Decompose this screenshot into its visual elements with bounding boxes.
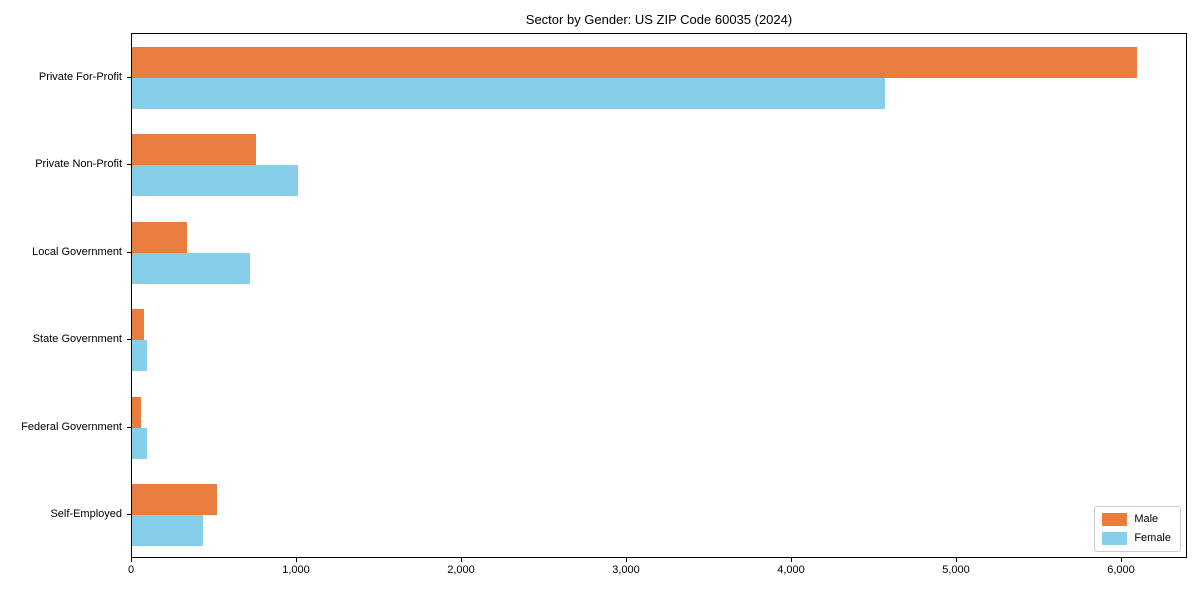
x-tick-mark bbox=[131, 558, 132, 562]
y-tick-label-private-non-profit: Private Non-Profit bbox=[35, 158, 122, 170]
legend-swatch-male bbox=[1102, 513, 1128, 526]
bar-male-local-government bbox=[132, 221, 188, 253]
x-tick-label-4-000: 4,000 bbox=[777, 564, 805, 576]
y-tick-label-self-employed: Self-Employed bbox=[50, 508, 122, 520]
bar-female-state-government bbox=[132, 340, 147, 372]
y-tick-mark bbox=[127, 427, 131, 428]
legend-label-female: Female bbox=[1134, 532, 1171, 544]
x-tick-label-3-000: 3,000 bbox=[612, 564, 640, 576]
bar-group-self-employed bbox=[132, 472, 1186, 560]
x-tick-mark bbox=[296, 558, 297, 562]
bar-female-private-non-profit bbox=[132, 165, 299, 197]
x-tick-label-5-000: 5,000 bbox=[942, 564, 970, 576]
bar-group-state-government bbox=[132, 297, 1186, 385]
y-tick-label-state-government: State Government bbox=[32, 333, 122, 345]
bar-male-private-non-profit bbox=[132, 134, 256, 166]
bar-group-local-government bbox=[132, 209, 1186, 297]
x-tick-mark bbox=[791, 558, 792, 562]
y-tick-label-federal-government: Federal Government bbox=[21, 421, 122, 433]
bar-male-private-for-profit bbox=[132, 46, 1137, 78]
bar-male-self-employed bbox=[132, 484, 217, 516]
x-tick-mark bbox=[956, 558, 957, 562]
x-tick-label-0: 0 bbox=[127, 564, 135, 576]
x-tick-label-6-000: 6,000 bbox=[1107, 564, 1135, 576]
bar-group-private-non-profit bbox=[132, 122, 1186, 210]
legend: Male Female bbox=[1094, 506, 1181, 552]
bar-female-federal-government bbox=[132, 427, 147, 459]
y-tick-mark bbox=[127, 339, 131, 340]
bar-group-private-for-profit bbox=[132, 34, 1186, 122]
y-tick-mark bbox=[127, 77, 131, 78]
y-tick-mark bbox=[127, 514, 131, 515]
bar-female-local-government bbox=[132, 252, 250, 284]
legend-swatch-female bbox=[1102, 532, 1128, 545]
legend-entry-female: Female bbox=[1102, 532, 1171, 545]
plot-area bbox=[131, 33, 1187, 558]
x-tick-label-2-000: 2,000 bbox=[447, 564, 475, 576]
legend-entry-male: Male bbox=[1102, 513, 1171, 526]
y-tick-mark bbox=[127, 252, 131, 253]
y-tick-mark bbox=[127, 164, 131, 165]
y-tick-label-local-government: Local Government bbox=[32, 246, 122, 258]
y-tick-label-private-for-profit: Private For-Profit bbox=[38, 71, 122, 83]
x-tick-mark bbox=[1121, 558, 1122, 562]
chart-title: Sector by Gender: US ZIP Code 60035 (202… bbox=[525, 12, 793, 27]
bar-male-federal-government bbox=[132, 396, 142, 428]
x-tick-mark bbox=[461, 558, 462, 562]
bar-male-state-government bbox=[132, 309, 144, 341]
legend-label-male: Male bbox=[1134, 513, 1159, 525]
bar-group-federal-government bbox=[132, 384, 1186, 472]
bar-female-self-employed bbox=[132, 515, 203, 547]
x-tick-label-1-000: 1,000 bbox=[282, 564, 310, 576]
bar-female-private-for-profit bbox=[132, 77, 885, 109]
x-tick-mark bbox=[626, 558, 627, 562]
